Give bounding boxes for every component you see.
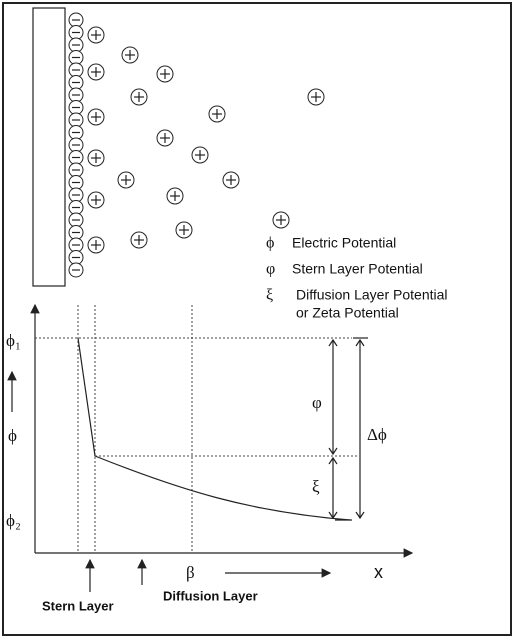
positive-ion (307, 88, 325, 106)
positive-ion (87, 108, 105, 126)
stern-layer-label: Stern Layer (42, 598, 114, 613)
positive-ion (87, 236, 105, 254)
surface-wall (32, 7, 66, 287)
legend-symbol: ξ (266, 287, 273, 304)
positive-ion (87, 26, 105, 44)
negative-ion (68, 237, 84, 253)
positive-ion (166, 187, 184, 205)
legend-label: Electric Potential (292, 235, 396, 251)
positive-ion (272, 211, 290, 229)
potential-graph: ϕ₁ ϕ ϕ₂ φ ξ Δϕ β x Stern Layer Diffusion… (6, 303, 414, 613)
stern-arrow (328, 338, 338, 456)
negative-ion (68, 162, 84, 178)
negative-ion (68, 225, 84, 240)
positive-ion (208, 105, 226, 123)
positive-ion (222, 171, 240, 189)
negative-ions (68, 12, 84, 278)
positive-ion (87, 191, 105, 209)
positive-ion (130, 88, 148, 106)
negative-ion (68, 50, 84, 65)
negative-ion (68, 150, 84, 165)
legend-symbol: φ (266, 261, 275, 278)
phi2-label: ϕ₂ (6, 511, 21, 530)
negative-ion (68, 25, 84, 40)
positive-ion (156, 65, 174, 83)
negative-ion (68, 87, 84, 103)
delta-phi-label: Δϕ (367, 425, 387, 444)
positive-ion (87, 63, 105, 81)
negative-ion (68, 100, 84, 115)
zeta-potential-label: ξ (312, 477, 320, 496)
negative-ion (68, 37, 84, 53)
positive-ion (121, 46, 139, 64)
positive-ions (87, 26, 325, 254)
negative-ion (68, 187, 84, 203)
x-axis-label: x (374, 562, 383, 582)
negative-ion (68, 125, 84, 140)
legend-label: Diffusion Layer Potential (296, 287, 448, 303)
phi1-label: ϕ₁ (6, 331, 21, 350)
positive-ion (130, 231, 148, 249)
phi-label: ϕ (8, 426, 17, 445)
diffusion-layer-label: Diffusion Layer (163, 588, 258, 603)
legend-label: Stern Layer Potential (292, 261, 423, 277)
legend-label: or Zeta Potential (296, 305, 399, 321)
negative-ion (68, 112, 84, 128)
zeta-arrow (328, 456, 338, 520)
stern-potential-label: φ (312, 393, 322, 412)
negative-ion (68, 250, 84, 265)
legend: ϕ Electric Potential φ Stern Layer Poten… (266, 235, 448, 321)
negative-ion (68, 62, 84, 78)
potential-curve (77, 337, 351, 521)
positive-ion (117, 171, 135, 189)
negative-ion (68, 200, 84, 215)
beta-label: β (186, 563, 195, 582)
negative-ion (68, 212, 84, 228)
negative-ion (68, 75, 84, 90)
positive-ion (87, 149, 105, 167)
positive-ion (191, 146, 209, 164)
legend-symbol: ϕ (266, 235, 274, 252)
negative-ion (68, 12, 84, 28)
negative-ion (68, 262, 84, 278)
negative-ion (68, 175, 84, 190)
positive-ion (156, 129, 174, 147)
delta-arrow (355, 338, 365, 520)
positive-ion (175, 221, 193, 239)
negative-ion (68, 137, 84, 153)
